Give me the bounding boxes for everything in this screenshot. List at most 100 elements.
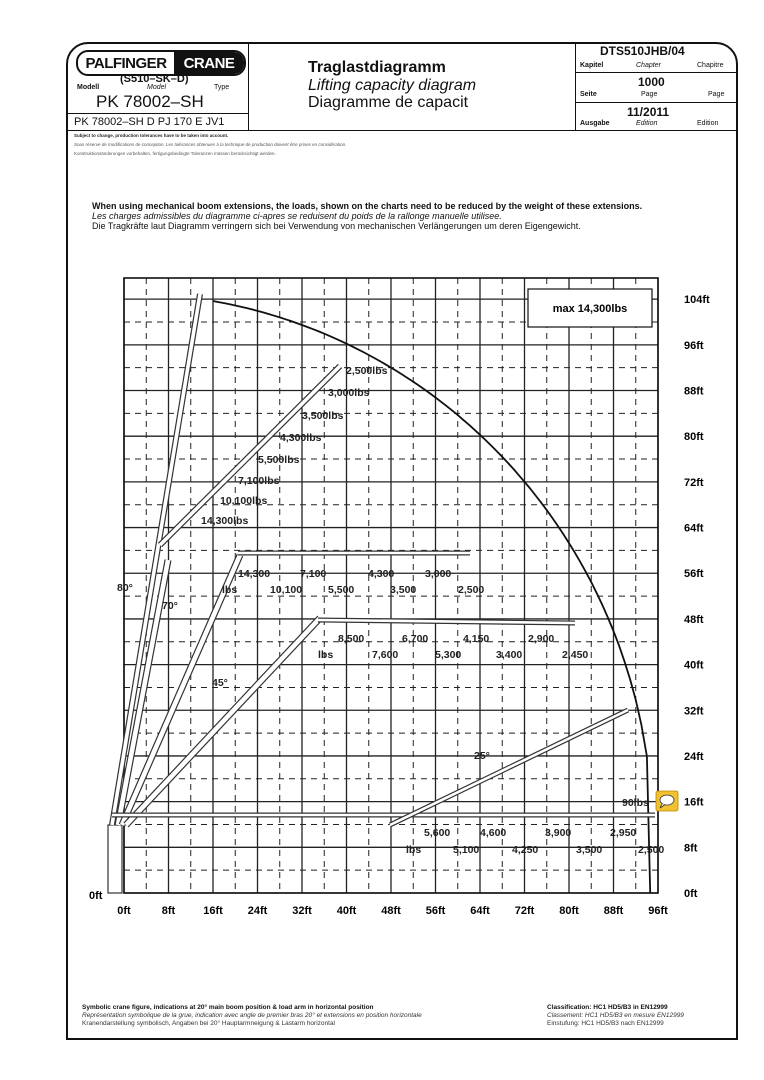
load-label: 7,600 bbox=[372, 649, 398, 661]
boom-70-inner bbox=[119, 554, 243, 826]
x-tick-label: 16ft bbox=[203, 905, 223, 917]
model-name: PK 78002–SH bbox=[96, 92, 204, 111]
y-tick-label: 72ft bbox=[684, 477, 704, 489]
load-label: 5,300 bbox=[435, 649, 461, 661]
x-tick-label: 0ft bbox=[117, 905, 131, 917]
boom-70-extension-inner bbox=[158, 364, 342, 547]
crane-booms bbox=[107, 293, 655, 894]
y-axis-labels: 0ft 8ft 16ft 24ft 32ft 40ft 48ft 56ft 64ft 72ft 80… bbox=[684, 294, 710, 900]
palfinger-logo: PALFINGER CRANE bbox=[76, 50, 246, 76]
title-en: Lifting capacity diagram bbox=[308, 77, 477, 94]
load-label: 5,600 bbox=[424, 827, 450, 839]
load-label: 2,500 bbox=[458, 584, 484, 596]
load-label: 10,100lbs bbox=[220, 495, 267, 507]
y-tick-label: 32ft bbox=[684, 705, 704, 717]
y-tick-label: 16ft bbox=[684, 797, 704, 809]
model-label-fr: Type bbox=[214, 84, 230, 91]
load-label: 2,500 bbox=[638, 844, 664, 856]
origin-label: 0ft bbox=[89, 890, 103, 902]
angle-80: 80° bbox=[117, 582, 133, 594]
edition-label: Ausgabe bbox=[580, 120, 610, 127]
x-tick-label: 8ft bbox=[162, 905, 176, 917]
y-tick-label: 104ft bbox=[684, 294, 710, 306]
x-tick-label: 96ft bbox=[648, 905, 668, 917]
x-tick-label: 24ft bbox=[248, 905, 268, 917]
footer-left-fr: Représentation symbolique de la grue, in… bbox=[82, 1012, 422, 1019]
chapter-label-en: Chapter bbox=[636, 62, 661, 69]
load-label: 7,100 bbox=[300, 568, 326, 580]
boom-25-inner bbox=[389, 708, 629, 827]
header-divider bbox=[66, 130, 738, 131]
y-tick-label: 64ft bbox=[684, 523, 704, 535]
max-load-box bbox=[527, 288, 653, 328]
y-tick-label: 96ft bbox=[684, 340, 704, 352]
boom-45-inner bbox=[124, 616, 322, 827]
load-label: 10,100 bbox=[270, 584, 302, 596]
max-load-label: max 14,300lbs bbox=[553, 303, 628, 315]
note-fr: Les charges admissibles du diagramme ci-… bbox=[92, 211, 502, 221]
chapter-label: Kapitel bbox=[580, 62, 604, 69]
edition-label-en: Edition bbox=[636, 120, 658, 127]
load-label: lbs bbox=[222, 584, 237, 596]
tip-load-label: 90lbs bbox=[622, 797, 649, 809]
disclaimer-de: Konstruktionsänderungen vorbehalten, fer… bbox=[74, 151, 276, 156]
load-label: 2,900 bbox=[528, 633, 554, 645]
y-tick-label: 40ft bbox=[684, 660, 704, 672]
model-label-en: Model bbox=[147, 84, 167, 91]
x-tick-label: 80ft bbox=[559, 905, 579, 917]
page-label-en: Page bbox=[641, 91, 658, 98]
x-tick-label: 64ft bbox=[470, 905, 490, 917]
edition-label-fr: Edition bbox=[697, 120, 719, 127]
footer-left-en: Symbolic crane figure, indications at 20… bbox=[82, 1004, 374, 1011]
x-tick-label: 56ft bbox=[426, 905, 446, 917]
title-de: Traglastdiagramm bbox=[308, 59, 446, 76]
load-label: 3,000lbs bbox=[328, 387, 370, 399]
boom-80-main-inner bbox=[115, 559, 171, 826]
header-col-divider bbox=[575, 42, 576, 130]
footer-right-de: Einstufung: HC1 HD5/B3 nach EN12999 bbox=[547, 1020, 664, 1027]
x-tick-label: 32ft bbox=[292, 905, 312, 917]
load-label: 5,500 bbox=[328, 584, 354, 596]
load-label: 4,300lbs bbox=[280, 432, 322, 444]
edition-value: 11/2011 bbox=[627, 105, 670, 119]
angle-45: 45° bbox=[212, 677, 228, 689]
page-label: Seite bbox=[580, 91, 597, 98]
header-col-divider bbox=[248, 42, 249, 130]
load-label: lbs bbox=[318, 649, 333, 661]
y-tick-label: 80ft bbox=[684, 431, 704, 443]
load-label: 4,250 bbox=[512, 844, 538, 856]
header-row-divider bbox=[575, 102, 738, 103]
boom-48ft-extension-inner bbox=[317, 618, 576, 625]
speech-bubble-icon[interactable] bbox=[655, 790, 679, 812]
logo-right-text: CRANE bbox=[174, 52, 244, 74]
x-axis-labels: 0ft 8ft 16ft 24ft 32ft 40ft 48ft 56ft 64ft 72ft 80… bbox=[117, 905, 668, 917]
load-label: 4,150 bbox=[463, 633, 489, 645]
note-en: When using mechanical boom extensions, t… bbox=[92, 201, 643, 211]
footer-right-en: Classification: HC1 HD5/B3 in EN12999 bbox=[547, 1004, 668, 1011]
boom-80-inner bbox=[110, 293, 202, 826]
y-tick-label: 0ft bbox=[684, 888, 698, 900]
logo-left-text: PALFINGER bbox=[85, 54, 167, 72]
y-tick-label: 24ft bbox=[684, 751, 704, 763]
y-tick-label: 48ft bbox=[684, 614, 704, 626]
page-value: 1000 bbox=[638, 75, 665, 89]
x-tick-label: 72ft bbox=[515, 905, 535, 917]
header-row-divider bbox=[575, 72, 738, 73]
angle-70: 70° bbox=[162, 600, 178, 612]
title-fr: Diagramme de capacit bbox=[308, 94, 469, 111]
load-label: 6,700 bbox=[402, 633, 428, 645]
load-label: 5,100 bbox=[453, 844, 479, 856]
disclaimer-en: Subject to change, production tolerances… bbox=[74, 133, 229, 138]
footer-right-fr: Classement: HC1 HD5/B3 en mesure EN12999 bbox=[547, 1012, 684, 1019]
load-label: 3,500 bbox=[576, 844, 602, 856]
footer-left-de: Kranendarstellung symbolisch, Angaben be… bbox=[82, 1020, 336, 1027]
load-label: 7,100lbs bbox=[238, 475, 280, 487]
x-tick-label: 48ft bbox=[381, 905, 401, 917]
load-label: 14,300 bbox=[238, 568, 270, 580]
model-label-de: Modell bbox=[77, 84, 100, 91]
load-label: lbs bbox=[406, 844, 421, 856]
load-label: 8,500 bbox=[338, 633, 364, 645]
load-label: 2,950 bbox=[610, 827, 636, 839]
variant: PK 78002–SH D PJ 170 E JV1 bbox=[74, 116, 225, 128]
